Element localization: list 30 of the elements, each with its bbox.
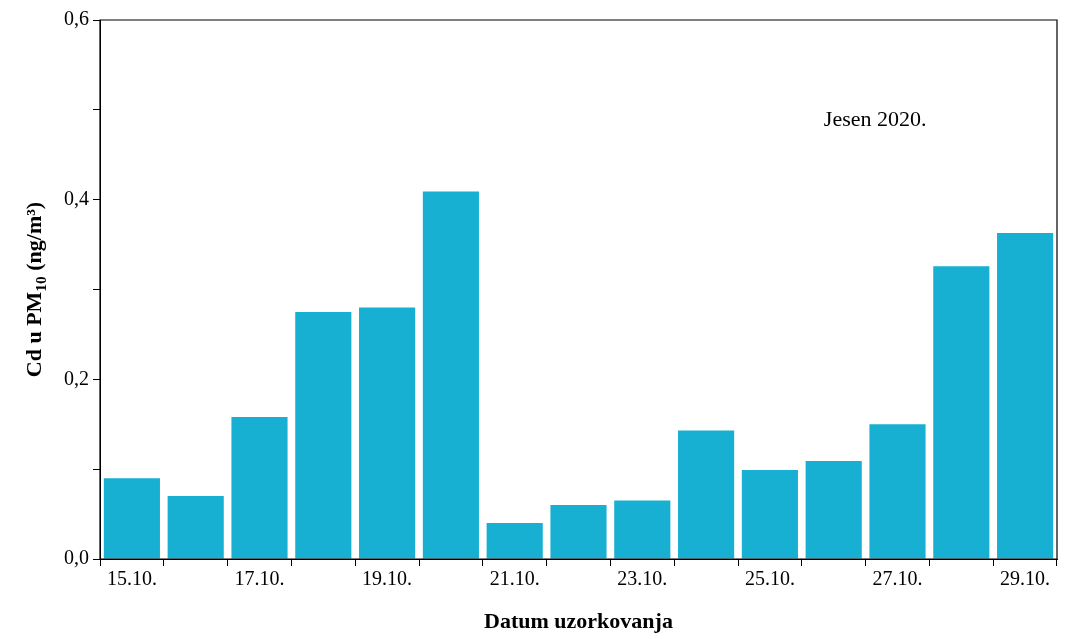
x-tick-label: 15.10. bbox=[106, 567, 157, 590]
x-tick-label: 27.10. bbox=[872, 567, 923, 590]
x-tick-label: 29.10. bbox=[1000, 567, 1051, 590]
x-tick-label: 25.10. bbox=[744, 567, 795, 590]
x-axis-title: Datum uzorkovanja bbox=[484, 607, 673, 633]
bar bbox=[486, 523, 543, 559]
bar bbox=[231, 417, 288, 559]
bar bbox=[359, 307, 416, 559]
bar bbox=[422, 191, 479, 559]
bar bbox=[103, 478, 160, 559]
bar bbox=[741, 470, 798, 559]
bar bbox=[550, 505, 607, 559]
y-axis-title: Cd u PM10 (ng/m³) bbox=[20, 201, 49, 378]
bar bbox=[614, 500, 671, 559]
bar bbox=[805, 461, 862, 559]
bar bbox=[997, 232, 1054, 559]
x-tick-label: 21.10. bbox=[489, 567, 540, 590]
x-tick-label: 19.10. bbox=[362, 567, 413, 590]
x-tick-label: 17.10. bbox=[234, 567, 285, 590]
x-tick-label: 23.10. bbox=[617, 567, 668, 590]
bar bbox=[678, 430, 735, 559]
bar bbox=[295, 311, 352, 559]
y-tick-label: 0,4 bbox=[64, 186, 89, 209]
bar bbox=[167, 496, 224, 559]
y-tick-label: 0,0 bbox=[64, 546, 89, 569]
y-tick-label: 0,6 bbox=[64, 7, 89, 30]
annotation: Jesen 2020. bbox=[823, 105, 927, 131]
y-tick-label: 0,2 bbox=[64, 366, 89, 389]
bar bbox=[933, 266, 990, 559]
bar bbox=[869, 424, 926, 559]
